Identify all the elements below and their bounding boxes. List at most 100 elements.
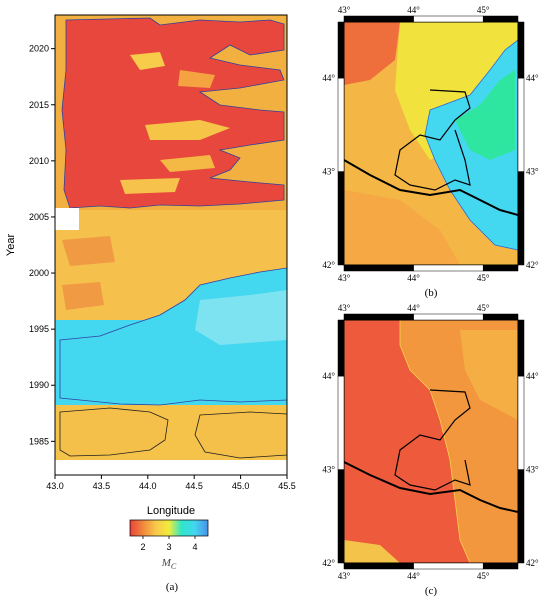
- panel-a-xlabel: Longitude: [147, 505, 195, 517]
- map-ytick-label-right: 43°: [526, 465, 539, 475]
- white-gap: [55, 208, 79, 230]
- colorbar-tick-label: 4: [192, 542, 197, 552]
- map-frame-segment: [413, 313, 484, 321]
- map-frame-segment: [337, 469, 345, 564]
- panel-a-xtick-label: 45.0: [232, 481, 250, 491]
- map-ytick-label-left: 44°: [322, 73, 335, 83]
- panel-a-xtick-label: 43.0: [46, 481, 64, 491]
- panel-c-outline-1: [394, 389, 471, 491]
- panel-a-ytick-label: 2015: [29, 100, 49, 110]
- map-ytick-label-right: 42°: [526, 558, 539, 568]
- panel-b-tick-labels: 43°43°44°44°45°45°42° 42°43° 43°44° 44°: [322, 5, 539, 283]
- panel-b-orange-zone: [344, 190, 460, 265]
- panel-a-xtick-label: 44.5: [185, 481, 203, 491]
- colorbar-gradient: [129, 519, 209, 537]
- orange-patch-2: [62, 282, 104, 310]
- panel-a-x-ticks: 43.0 43.5 44.0 44.5 45.0 45.5: [46, 475, 296, 491]
- panel-b-green-zone: [455, 70, 515, 160]
- map-frame-segment: [337, 171, 345, 266]
- panel-c-tick-labels: 43°43°44°44°45°45°42° 42°43° 43°44° 44°: [322, 303, 539, 581]
- map-frame-segment: [517, 469, 525, 564]
- island-5: [120, 178, 180, 194]
- map-frame-segment: [343, 313, 414, 321]
- panel-a-ytick-label: 1985: [29, 436, 49, 446]
- panel-b-frame-ticks: [337, 15, 525, 272]
- panel-c-light-zone: [460, 330, 518, 420]
- bottom-patch-left: [59, 407, 169, 457]
- map-xtick-label-bottom: 44°: [407, 273, 420, 283]
- panel-a-ytick-label: 2005: [29, 212, 49, 222]
- map-frame-segment: [343, 264, 414, 272]
- map-ytick-label-right: 44°: [526, 73, 539, 83]
- panel-a-ytick-label: 2020: [29, 44, 49, 54]
- map-frame-segment: [343, 562, 414, 570]
- colorbar-ticks: 2 3 4: [140, 536, 198, 552]
- map-frame-segment: [517, 375, 525, 470]
- map-xtick-label-bottom: 43°: [338, 273, 351, 283]
- island-4: [160, 155, 215, 172]
- map-frame-segment: [482, 313, 519, 321]
- map-ytick-label-right: 43°: [526, 167, 539, 177]
- map-xtick-label-top: 44°: [407, 303, 420, 313]
- caption-a: (a): [166, 581, 179, 593]
- panel-a-ytick-label: 2000: [29, 268, 49, 278]
- map-frame-segment: [337, 375, 345, 470]
- panel-a-heatmap: 43.0 43.5 44.0 44.5 45.0 45.5 1985 1990 1995 200…: [5, 14, 296, 517]
- panel-a-ytick-label: 1990: [29, 380, 49, 390]
- panel-a-ytick-label: 1995: [29, 324, 49, 334]
- map-frame-segment: [482, 562, 519, 570]
- map-xtick-label-top: 43°: [338, 5, 351, 15]
- map-frame-segment: [343, 15, 414, 23]
- panel-a-xtick-label: 45.5: [278, 481, 296, 491]
- map-frame-segment: [482, 15, 519, 23]
- low-mc-region-top: [61, 17, 285, 209]
- map-frame-segment: [413, 562, 484, 570]
- map-ytick-label-left: 42°: [322, 260, 335, 270]
- panel-c-map: 43°43°44°44°45°45°42° 42°43° 43°44° 44°: [322, 303, 539, 581]
- map-frame-segment: [337, 77, 345, 172]
- map-ytick-label-right: 44°: [526, 371, 539, 381]
- colorbar-title: MC: [161, 557, 177, 571]
- light-cyan-region: [195, 290, 287, 345]
- panel-a-ylabel: Year: [5, 234, 17, 257]
- map-ytick-label-left: 42°: [322, 558, 335, 568]
- panel-a-ytick-label: 2010: [29, 156, 49, 166]
- panel-a-xtick-label: 44.0: [139, 481, 157, 491]
- map-ytick-label-left: 43°: [322, 167, 335, 177]
- panel-b-border-line: [344, 159, 518, 216]
- map-xtick-label-bottom: 44°: [407, 571, 420, 581]
- panel-a-y-ticks: 1985 1990 1995 2000 2005 2010 2015 2020: [29, 44, 55, 446]
- panel-a-frame: [54, 14, 288, 476]
- map-xtick-label-bottom: 43°: [338, 571, 351, 581]
- map-frame-segment: [413, 15, 484, 23]
- map-frame-segment: [413, 264, 484, 272]
- map-frame-segment: [517, 77, 525, 172]
- colorbar-tick-label: 2: [140, 542, 145, 552]
- map-xtick-label-top: 44°: [407, 5, 420, 15]
- orange-patch-1: [62, 236, 115, 266]
- map-frame-segment: [482, 264, 519, 272]
- bottom-patch-right: [194, 411, 287, 459]
- island-2: [178, 70, 215, 88]
- map-ytick-label-left: 44°: [322, 371, 335, 381]
- panel-a-xtick-label: 43.5: [93, 481, 111, 491]
- map-xtick-label-top: 45°: [477, 303, 490, 313]
- colorbar-tick-label: 3: [166, 542, 171, 552]
- caption-b: (b): [425, 287, 438, 299]
- panel-b-map: 43°43°44°44°45°45°42° 42°43° 43°44° 44°: [322, 5, 539, 283]
- colorbar-title-subscript: C: [171, 562, 177, 571]
- map-frame-segment: [337, 21, 345, 79]
- map-xtick-label-bottom: 45°: [477, 571, 490, 581]
- colorbar: 2 3 4 MC: [129, 519, 209, 571]
- panel-c-frame-ticks: [337, 313, 525, 570]
- map-ytick-label-right: 42°: [526, 260, 539, 270]
- panel-c-yellow-bottom: [344, 540, 400, 563]
- island-3: [145, 120, 230, 140]
- island-1: [130, 52, 165, 70]
- map-xtick-label-bottom: 45°: [477, 273, 490, 283]
- map-ytick-label-left: 43°: [322, 465, 335, 475]
- map-frame-segment: [517, 319, 525, 377]
- map-frame-segment: [517, 21, 525, 79]
- map-xtick-label-top: 45°: [477, 5, 490, 15]
